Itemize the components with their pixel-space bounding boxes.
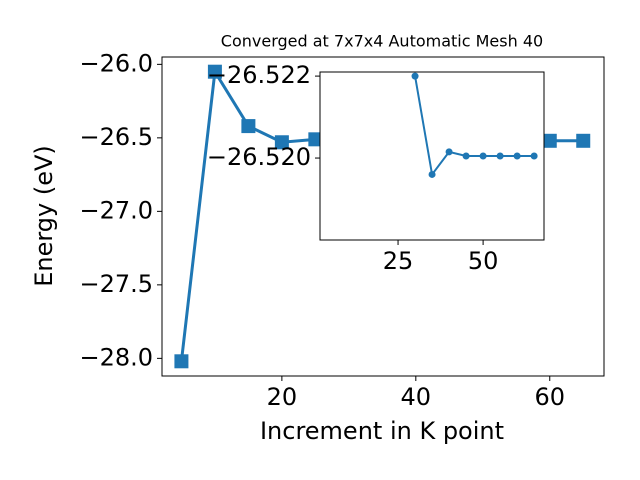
marker [479, 152, 487, 160]
marker [513, 152, 521, 160]
y-tick-label: −26.5 [79, 123, 153, 151]
y-tick-label: −28.0 [79, 343, 153, 371]
marker [241, 119, 256, 134]
y-tick-label: −26.0 [79, 49, 153, 77]
marker [576, 133, 591, 148]
marker [530, 152, 538, 160]
x-tick-label: 60 [534, 383, 565, 411]
marker [274, 135, 289, 150]
x-tick-label: 20 [267, 383, 298, 411]
y-axis-label: Energy (eV) [30, 145, 58, 287]
y-tick-label: −26.522 [207, 61, 311, 89]
marker [174, 354, 189, 369]
y-tick-label: −27.5 [79, 270, 153, 298]
marker [207, 64, 222, 79]
y-tick-label: −27.0 [79, 196, 153, 224]
x-tick-label: 50 [468, 247, 499, 275]
x-tick-label: 40 [401, 383, 432, 411]
marker [428, 170, 436, 178]
marker [445, 148, 453, 156]
marker [462, 152, 470, 160]
chart-title: Converged at 7x7x4 Automatic Mesh 40 [221, 32, 543, 51]
marker [542, 133, 557, 148]
axes-frame [319, 71, 545, 241]
x-axis-label: Increment in K point [260, 417, 504, 445]
axes-frame [161, 56, 605, 377]
y-tick-label: −26.520 [207, 143, 311, 171]
marker [308, 132, 323, 147]
marker [411, 72, 419, 80]
marker [496, 152, 504, 160]
x-tick-label: 25 [383, 247, 414, 275]
